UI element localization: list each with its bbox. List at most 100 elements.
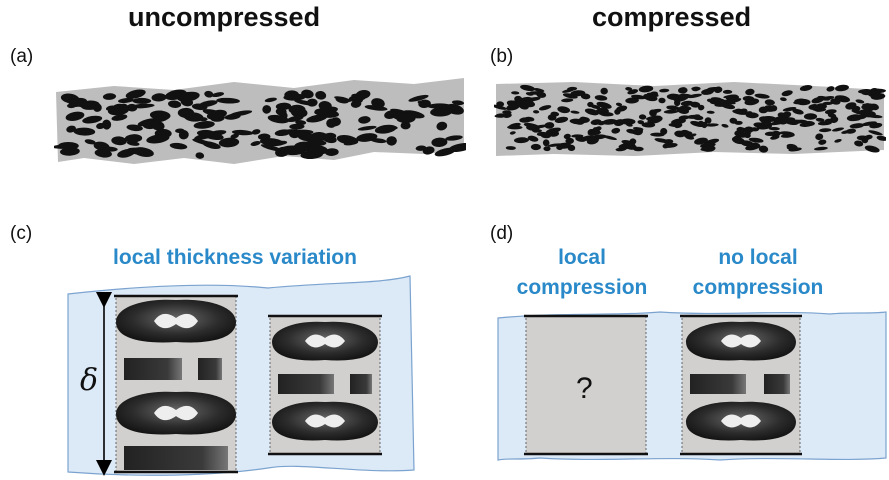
fiber-blob	[687, 93, 702, 99]
fiber-blob	[494, 104, 508, 110]
fiber-blob	[845, 128, 857, 134]
fiber-blob	[584, 108, 599, 116]
fiber-blob	[868, 130, 883, 136]
fiber-blob	[542, 139, 550, 147]
fiber-blob	[306, 98, 318, 107]
fiber-blob	[173, 91, 188, 98]
fiber-blob	[870, 93, 886, 100]
fiber-blob	[124, 134, 143, 143]
fiber-blob	[561, 98, 574, 103]
fiber-blob	[315, 90, 327, 100]
fiber-blob	[616, 105, 628, 112]
fiber-blob	[849, 123, 865, 129]
fiber-blob	[204, 90, 214, 98]
fiber-blob	[628, 144, 636, 150]
fiber-blob	[356, 133, 378, 142]
fiber-blob	[570, 110, 580, 114]
fiber-blob	[690, 101, 701, 108]
fiber-blob	[780, 133, 795, 138]
fiber-blob	[230, 133, 239, 139]
fiber-hole	[305, 334, 345, 348]
fiber-blob	[738, 132, 749, 138]
fiber-blob	[538, 105, 552, 111]
fiber-blob	[451, 100, 465, 106]
fiber-blob	[723, 99, 736, 105]
fiber-blob	[565, 137, 574, 145]
fiber-blob	[111, 136, 127, 146]
fiber-blob	[593, 127, 600, 132]
fiber-blob	[514, 137, 529, 144]
fiber-blob	[794, 98, 806, 104]
fiber-blob	[168, 100, 182, 108]
fiber-blob	[758, 106, 769, 114]
fiber-blob	[579, 116, 588, 122]
fiber-blob	[195, 152, 205, 159]
fiber-blob	[814, 146, 828, 151]
fiber-blob	[400, 121, 411, 130]
panel-tag-c: (c)	[10, 223, 33, 244]
fiber-blob	[151, 93, 167, 102]
fiber-blob	[82, 115, 103, 124]
panel-tag-a: (a)	[10, 46, 34, 67]
fiber-blob	[506, 103, 520, 111]
fiber-blob	[149, 110, 171, 121]
fiber-blob	[625, 97, 639, 104]
fiber-blob	[297, 132, 317, 142]
fiber-blob	[596, 101, 612, 109]
fiber-blob	[748, 137, 764, 143]
fiber-blob	[869, 122, 883, 129]
fiber-blob	[262, 105, 272, 114]
fiber-blob	[306, 114, 328, 123]
fiber-block	[350, 374, 372, 394]
fiber-blob	[815, 117, 825, 122]
fiber-blob	[824, 109, 837, 115]
fiber-blob	[324, 148, 339, 157]
fiber-blob	[210, 113, 225, 122]
fiber-blob	[571, 134, 584, 138]
fiber-blob	[288, 104, 306, 115]
fiber-bar	[124, 446, 228, 470]
fiber-blob	[745, 88, 755, 96]
caption-line: compression	[692, 276, 824, 299]
fiber-blob	[824, 118, 832, 124]
fiber-blob	[786, 143, 798, 150]
fiber-blob	[431, 137, 448, 148]
fiber-blob	[627, 89, 639, 95]
fiber-blob	[563, 133, 571, 140]
fiber-blob	[79, 129, 95, 135]
fiber-blob	[527, 135, 539, 142]
fiber-blob	[118, 97, 134, 104]
fiber-blob	[779, 117, 787, 125]
fiber-blob	[818, 139, 827, 145]
fiber-blob	[570, 90, 586, 97]
fiber-blob	[547, 143, 562, 147]
fiber-blob	[102, 93, 117, 100]
fiber-blob	[781, 111, 792, 119]
fiber-blob	[701, 121, 708, 129]
fiber-blob	[761, 120, 771, 126]
fiber-blob	[722, 89, 733, 94]
fiber-blob	[525, 92, 534, 96]
fiber-blob	[647, 116, 663, 124]
fiber-blob	[615, 147, 627, 152]
caption-line: compression	[516, 276, 648, 299]
fiber-blob	[705, 123, 719, 127]
fiber-blob	[530, 143, 541, 151]
fiber-blob	[611, 127, 621, 134]
fiber-blob	[876, 135, 886, 141]
fiber-blob	[830, 98, 841, 105]
delta-symbol: δ	[80, 363, 98, 398]
fiber-blob	[621, 140, 636, 146]
fiber-blob	[864, 134, 873, 140]
caption-line: local	[558, 246, 606, 269]
fiber-blob	[94, 149, 112, 158]
fiber-blob	[665, 144, 677, 148]
fiber-blob	[357, 125, 377, 131]
fiber-blob	[734, 120, 743, 125]
fiber-blob	[638, 85, 654, 93]
fiber-blob	[284, 90, 299, 100]
fiber-blob	[505, 146, 516, 150]
fiber-blob	[358, 116, 371, 124]
fiber-blob	[659, 88, 670, 93]
fiber-blob	[509, 131, 516, 135]
